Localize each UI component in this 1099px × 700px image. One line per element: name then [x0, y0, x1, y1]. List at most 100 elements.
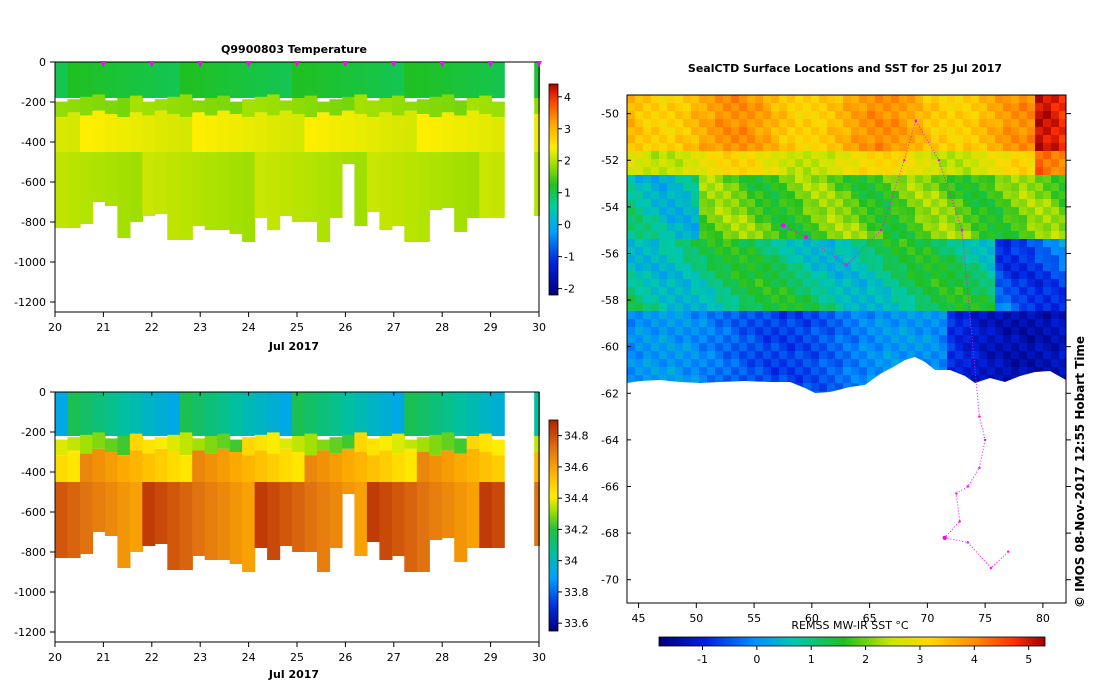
- sst-cell: [851, 335, 859, 343]
- sst-cell: [691, 191, 699, 199]
- sst-cell: [1003, 271, 1011, 279]
- sst-cell: [979, 239, 987, 247]
- sst-cell: [915, 127, 923, 135]
- sst-cell: [963, 327, 971, 335]
- sst-cell: [1011, 183, 1019, 191]
- x-tick-label: 28: [435, 321, 449, 334]
- sst-cell: [1011, 287, 1019, 295]
- y-tick-label: -1200: [14, 626, 46, 639]
- sst-cell: [643, 167, 651, 175]
- sst-cell: [667, 111, 675, 119]
- section-cell: [154, 62, 168, 98]
- sst-cell: [1051, 343, 1059, 351]
- section-cell: [479, 152, 493, 218]
- sst-cell: [739, 311, 747, 319]
- sst-cell: [675, 239, 683, 247]
- sst-cell: [995, 295, 1003, 303]
- sst-cell: [787, 247, 795, 255]
- sst-cell: [891, 191, 899, 199]
- sst-cell: [651, 303, 659, 311]
- sst-cell: [1051, 271, 1059, 279]
- sst-cell: [739, 119, 747, 127]
- sst-cell: [675, 207, 683, 215]
- sst-cell: [755, 151, 763, 159]
- sst-cell: [827, 287, 835, 295]
- sst-cell: [955, 231, 963, 239]
- sst-cell: [779, 103, 787, 111]
- sst-cell: [859, 143, 867, 151]
- sst-cell: [779, 335, 787, 343]
- lon-tick-label: 60: [805, 612, 819, 625]
- y-tick-label: -400: [21, 136, 46, 149]
- seal-location-point: [914, 119, 917, 122]
- sst-cell: [931, 159, 939, 167]
- seal-location-point: [958, 520, 961, 523]
- sst-cell: [643, 263, 651, 271]
- sst-cell: [779, 255, 787, 263]
- sst-cell: [947, 303, 955, 311]
- sst-cell: [843, 383, 851, 391]
- sst-cell: [851, 223, 859, 231]
- sst-cell: [683, 247, 691, 255]
- sst-cell: [803, 375, 811, 383]
- sst-cell: [907, 279, 915, 287]
- sst-cell: [827, 191, 835, 199]
- sst-cell: [843, 119, 851, 127]
- sst-cell: [987, 303, 995, 311]
- sst-cell: [747, 111, 755, 119]
- sst-cell: [1051, 103, 1059, 111]
- sst-cell: [1059, 223, 1066, 231]
- sst-cell: [763, 135, 771, 143]
- sst-cell: [795, 303, 803, 311]
- sst-cell: [851, 271, 859, 279]
- sst-cell: [787, 127, 795, 135]
- sst-cell: [963, 143, 971, 151]
- sst-cell: [859, 367, 867, 375]
- sst-cell: [827, 215, 835, 223]
- section-cell: [204, 98, 218, 116]
- sst-cell: [787, 207, 795, 215]
- section-cell: [254, 112, 268, 152]
- sst-cell: [667, 159, 675, 167]
- x-tick-label: 30: [532, 651, 546, 664]
- sst-cell: [867, 135, 875, 143]
- sst-cell: [1003, 183, 1011, 191]
- sst-cell: [635, 271, 643, 279]
- sst-cell: [795, 335, 803, 343]
- sst-cell: [843, 159, 851, 167]
- sst-cell: [691, 367, 699, 375]
- sst-cell: [883, 287, 891, 295]
- sst-cell: [1011, 223, 1019, 231]
- sst-cell: [987, 287, 995, 295]
- x-tick-label: 23: [193, 321, 207, 334]
- sst-cell: [883, 239, 891, 247]
- sst-cell: [731, 359, 739, 367]
- sst-cell: [843, 239, 851, 247]
- lon-tick-label: 45: [632, 612, 646, 625]
- temperature-section-plot: [55, 62, 540, 242]
- sst-cell: [715, 143, 723, 151]
- sst-cell: [651, 119, 659, 127]
- sst-cell: [1051, 335, 1059, 343]
- sst-cell: [955, 167, 963, 175]
- sst-cell: [707, 327, 715, 335]
- seal-location-point: [966, 541, 969, 544]
- sst-cell: [667, 367, 675, 375]
- sst-cell: [683, 103, 691, 111]
- sst-cell: [683, 159, 691, 167]
- x-tick-label: 25: [290, 651, 304, 664]
- sst-cell: [699, 367, 707, 375]
- sst-cell: [867, 375, 875, 383]
- section-cell: [441, 450, 455, 482]
- sst-cell: [859, 311, 867, 319]
- sst-cell: [867, 103, 875, 111]
- section-cell: [366, 455, 380, 482]
- sst-cell: [835, 119, 843, 127]
- sst-cell: [659, 103, 667, 111]
- sst-cell: [707, 143, 715, 151]
- sst-cell: [651, 103, 659, 111]
- sst-cell: [651, 247, 659, 255]
- sst-cell: [1059, 311, 1066, 319]
- section-cell: [279, 482, 293, 546]
- section-cell: [441, 432, 455, 451]
